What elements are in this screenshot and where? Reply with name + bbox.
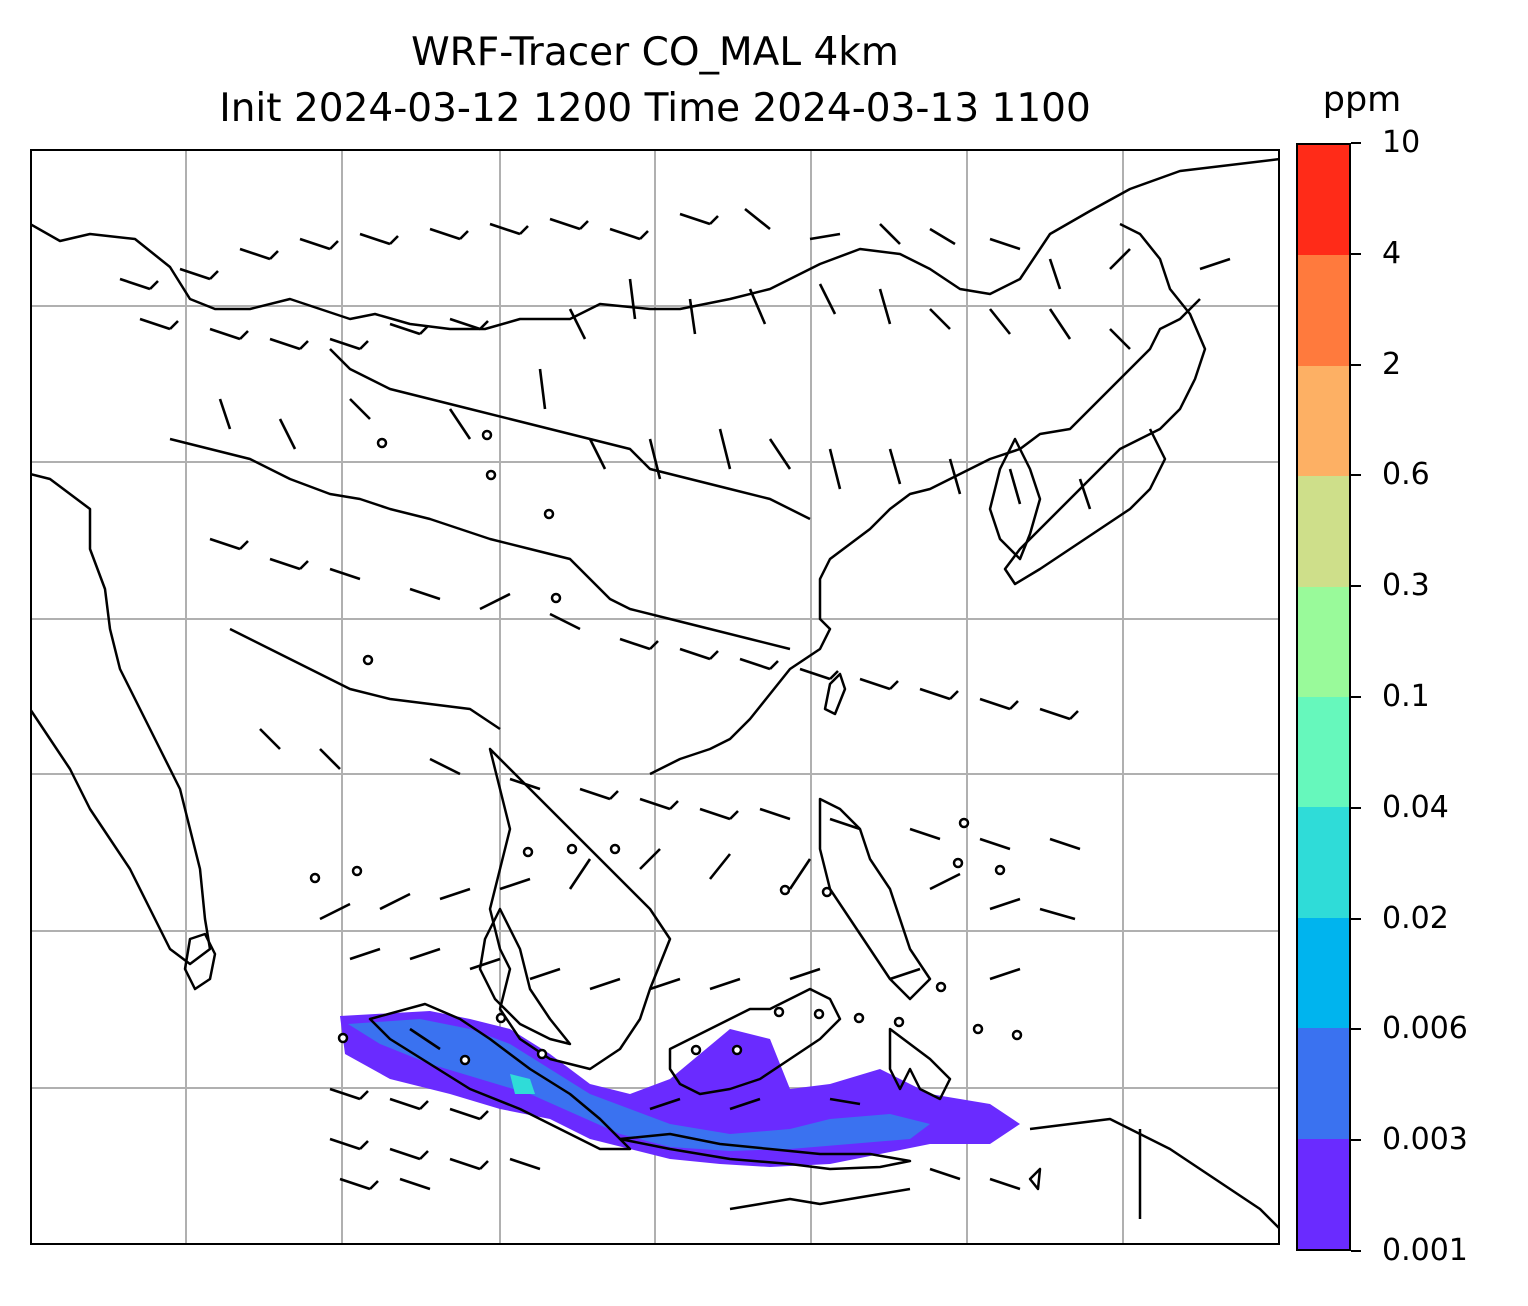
colorbar-tick-label: 0.1 (1382, 679, 1430, 714)
colorbar-segment (1298, 807, 1349, 918)
colorbar-tick-label: 0.006 (1382, 1011, 1468, 1047)
colorbar-tick-label: 0.003 (1382, 1122, 1468, 1158)
coast-philippines (818, 797, 932, 1001)
colorbar-segment (1298, 917, 1349, 1029)
coast-lesser-sunda (729, 1187, 911, 1211)
colorbar-tick (1351, 142, 1361, 144)
map-title-line1: WRF-Tracer CO_MAL 4km (411, 30, 899, 75)
colorbar-tick (1351, 1139, 1361, 1142)
colorbar-tick-label: 0.04 (1382, 789, 1449, 825)
calm-wind-markers (309, 429, 1023, 1066)
colorbar-segment (1298, 1028, 1349, 1139)
colorbar-tick (1351, 806, 1361, 809)
map-panel (30, 149, 1280, 1245)
map-title-line2: Init 2024-03-12 1200 Time 2024-03-13 110… (219, 86, 1091, 131)
colorbar-tick (1351, 1028, 1361, 1031)
coast-sri-lanka (183, 932, 217, 991)
map-border (30, 149, 1280, 1245)
colorbar-tick (1351, 696, 1361, 698)
colorbar-tick (1351, 474, 1361, 477)
colorbar-tick-label: 10 (1382, 125, 1421, 160)
colorbar-tick-label: 2 (1382, 346, 1402, 382)
coast-taiwan (823, 672, 847, 716)
coast-malay-peninsula (478, 907, 572, 1046)
colorbar-tick (1351, 917, 1361, 920)
coast-north-asia (30, 157, 1280, 331)
border-inner-asia-1 (169, 437, 791, 651)
coast-indochina (488, 747, 672, 1071)
colorbar-segment (1298, 696, 1349, 808)
coast-sulawesi (888, 1027, 952, 1101)
colorbar-tick-label: 0.6 (1382, 457, 1430, 493)
coast-china (649, 298, 1201, 776)
colorbar-segment (1298, 476, 1349, 587)
plume-inner (348, 1019, 930, 1151)
tracer-plume (340, 1011, 1020, 1167)
colorbar-segment (1298, 365, 1349, 477)
colorbar (1296, 143, 1351, 1251)
colorbar-tick (1351, 363, 1361, 366)
plume-core (510, 1074, 535, 1094)
colorbar-tick (1351, 252, 1361, 255)
coast-borneo (668, 987, 842, 1096)
coast-java (618, 1132, 912, 1171)
colorbar-tick-label: 0.001 (1382, 1233, 1468, 1268)
coast-india (30, 472, 212, 966)
coast-new-guinea (1029, 1117, 1280, 1230)
coast-japan (1003, 222, 1207, 586)
coast-korea (988, 437, 1042, 561)
border-himalaya (229, 627, 501, 731)
colorbar-tick (1351, 585, 1361, 588)
coast-timor (1028, 1167, 1042, 1191)
border-inner-asia-2 (329, 348, 811, 521)
map-gridlines (30, 149, 1280, 1245)
colorbar-segment (1298, 144, 1349, 256)
coastlines (30, 157, 1280, 1230)
colorbar-segment (1298, 255, 1349, 366)
colorbar-tick-label: 0.02 (1382, 900, 1449, 936)
colorbar-tick (1351, 1250, 1361, 1252)
colorbar-tick-label: 4 (1382, 235, 1402, 271)
colorbar-tick-label: 0.3 (1382, 568, 1430, 604)
colorbar-segment (1298, 586, 1349, 697)
wind-barbs (119, 207, 1231, 1191)
coast-sumatra (368, 1002, 632, 1151)
colorbar-unit-label: ppm (1322, 80, 1402, 120)
colorbar-segment (1298, 1138, 1349, 1249)
